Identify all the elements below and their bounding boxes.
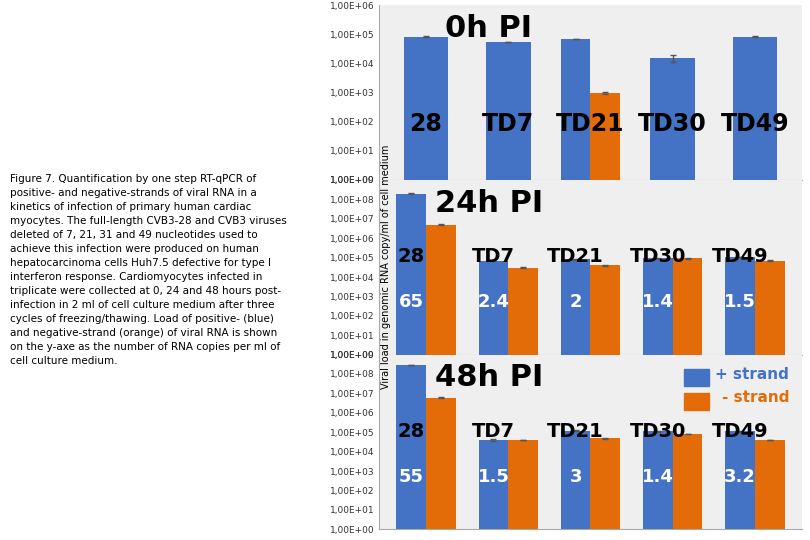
Bar <box>672 434 702 540</box>
Text: 1.5: 1.5 <box>477 468 509 486</box>
Bar <box>755 440 785 540</box>
Bar <box>509 268 538 540</box>
Bar <box>755 261 785 540</box>
Bar <box>396 193 426 540</box>
Bar <box>509 440 538 540</box>
Text: 1.4: 1.4 <box>642 468 674 486</box>
Bar <box>732 37 778 540</box>
Bar <box>426 225 456 540</box>
Text: + strand: + strand <box>715 367 789 382</box>
Bar <box>479 261 509 540</box>
Text: TD21: TD21 <box>548 422 604 441</box>
Bar <box>725 431 755 540</box>
Text: TD49: TD49 <box>721 112 789 136</box>
Bar <box>486 42 531 540</box>
Text: Viral load in genomic RNA copy/ml of cell medium: Viral load in genomic RNA copy/ml of cel… <box>381 145 390 389</box>
Bar <box>590 265 620 540</box>
Bar <box>426 397 456 540</box>
Text: 24h PI: 24h PI <box>435 189 544 218</box>
FancyBboxPatch shape <box>684 393 709 410</box>
Text: 28: 28 <box>410 112 442 136</box>
Text: 55: 55 <box>399 468 424 486</box>
Text: TD21: TD21 <box>548 247 604 266</box>
Bar <box>396 364 426 540</box>
Text: TD49: TD49 <box>712 247 769 266</box>
Bar <box>403 37 449 540</box>
Text: 0h PI: 0h PI <box>446 14 533 43</box>
Bar <box>561 39 590 540</box>
Text: TD7: TD7 <box>472 422 515 441</box>
Text: 65: 65 <box>399 293 424 311</box>
Text: 28: 28 <box>398 422 424 441</box>
Text: Figure 7. Quantification by one step RT-qPCR of
positive- and negative-strands o: Figure 7. Quantification by one step RT-… <box>10 174 287 366</box>
Text: TD21: TD21 <box>556 112 625 136</box>
Text: TD7: TD7 <box>472 247 515 266</box>
Bar <box>561 260 590 540</box>
Text: 2: 2 <box>569 293 582 311</box>
Text: 1.4: 1.4 <box>642 293 674 311</box>
Bar <box>590 438 620 540</box>
Text: TD49: TD49 <box>712 422 769 441</box>
Text: 1.5: 1.5 <box>724 293 756 311</box>
Text: TD30: TD30 <box>629 247 686 266</box>
Bar <box>590 93 620 540</box>
Bar <box>672 259 702 540</box>
Text: 28: 28 <box>398 247 424 266</box>
Text: 3.2: 3.2 <box>724 468 756 486</box>
FancyBboxPatch shape <box>684 369 709 386</box>
Text: TD30: TD30 <box>629 422 686 441</box>
Text: TD30: TD30 <box>638 112 707 136</box>
Text: - strand: - strand <box>722 389 789 404</box>
Bar <box>479 440 509 540</box>
Text: TD7: TD7 <box>482 112 535 136</box>
Text: 48h PI: 48h PI <box>435 363 544 393</box>
Bar <box>643 431 672 540</box>
Text: 2.4: 2.4 <box>477 293 509 311</box>
Bar <box>561 431 590 540</box>
Text: 3: 3 <box>569 468 582 486</box>
Bar <box>725 257 755 540</box>
Bar <box>643 259 672 540</box>
Bar <box>650 58 695 540</box>
